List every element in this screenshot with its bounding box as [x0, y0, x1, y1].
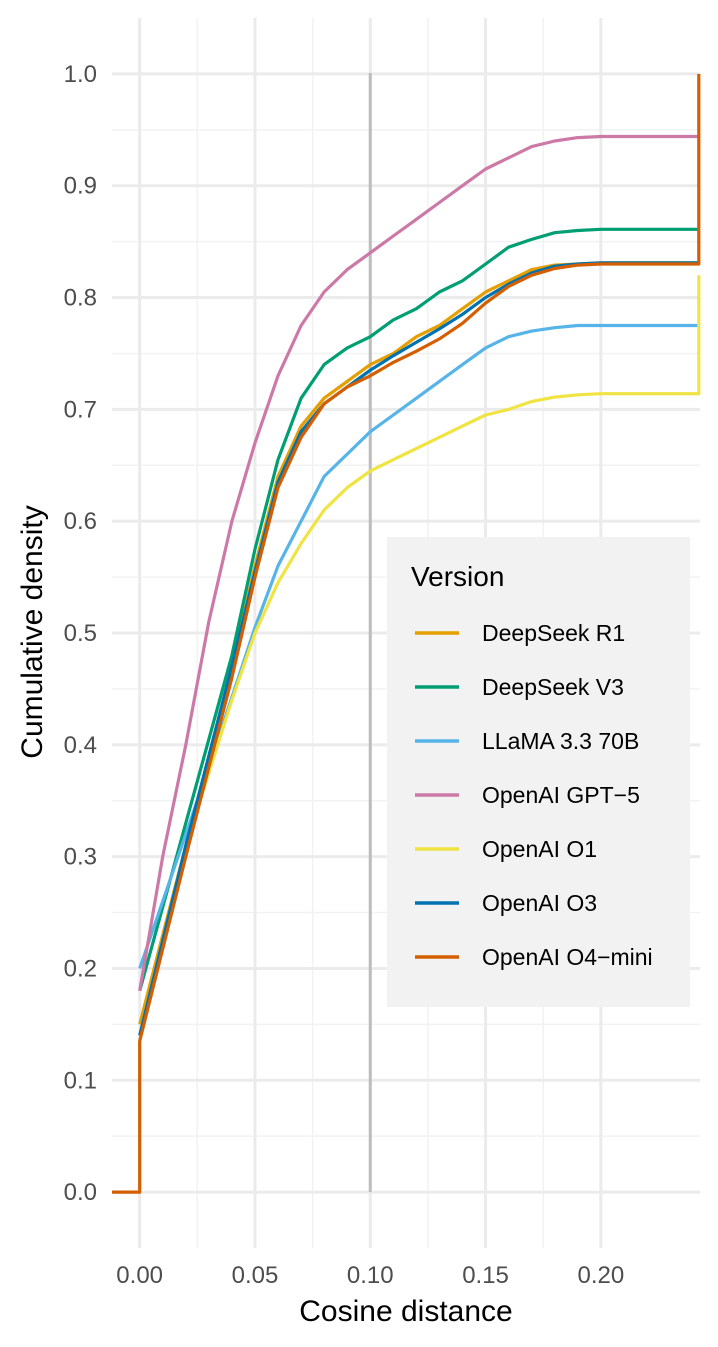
series-line-openai-o4-mini [112, 73, 701, 1194]
legend-label-openai-gpt-5: OpenAI GPT−5 [482, 782, 640, 808]
y-tick-label: 0.0 [64, 1179, 97, 1206]
series-line-openai-gpt-5 [138, 134, 700, 992]
y-tick-label: 0.6 [64, 508, 97, 535]
legend-label-openai-o1: OpenAI O1 [482, 836, 597, 862]
legend: Version DeepSeek R1 DeepSeek V3 LLaMA 3.3 … [387, 537, 690, 1007]
y-tick-label: 0.2 [64, 955, 97, 982]
legend-label-deepseek-v3: DeepSeek V3 [482, 674, 624, 700]
series-line-llama-3-3-70b [138, 323, 700, 970]
x-tick-label: 0.00 [116, 1262, 163, 1289]
x-axis-title: Cosine distance [299, 1295, 512, 1328]
y-tick-label: 0.9 [64, 173, 97, 200]
legend-label-deepseek-r1: DeepSeek R1 [482, 620, 625, 646]
y-axis-title: Cumulative density [16, 505, 49, 758]
legend-items: DeepSeek R1 DeepSeek V3 LLaMA 3.3 70B OpenA… [415, 620, 653, 970]
legend-label-openai-o3: OpenAI O3 [482, 890, 597, 916]
x-tick-label: 0.10 [347, 1262, 394, 1289]
y-tick-label: 0.4 [64, 732, 97, 759]
x-tick-label: 0.05 [232, 1262, 279, 1289]
series-line-openai-o1 [138, 275, 701, 1036]
x-tick-label: 0.15 [462, 1262, 509, 1289]
legend-title: Version [411, 561, 504, 592]
series-lines [112, 73, 701, 1194]
y-tick-label: 0.8 [64, 285, 97, 312]
legend-label-openai-o4-mini: OpenAI O4−mini [482, 944, 653, 970]
y-tick-label: 0.3 [64, 844, 97, 871]
y-tick-label: 0.1 [64, 1067, 97, 1094]
x-axis-tick-labels: 0.00 0.05 0.10 0.15 0.20 [116, 1262, 624, 1289]
legend-background [387, 537, 690, 1007]
y-tick-label: 0.7 [64, 396, 97, 423]
y-tick-label: 1.0 [64, 61, 97, 88]
x-tick-label: 0.20 [577, 1262, 624, 1289]
y-tick-label: 0.5 [64, 620, 97, 647]
y-axis-tick-labels: 0.0 0.1 0.2 0.3 0.4 0.5 0.6 0.7 0.8 0.9 1.0 [64, 61, 97, 1206]
series-line-deepseek-v3 [138, 227, 700, 992]
legend-label-llama-3-3-70b: LLaMA 3.3 70B [482, 728, 639, 754]
